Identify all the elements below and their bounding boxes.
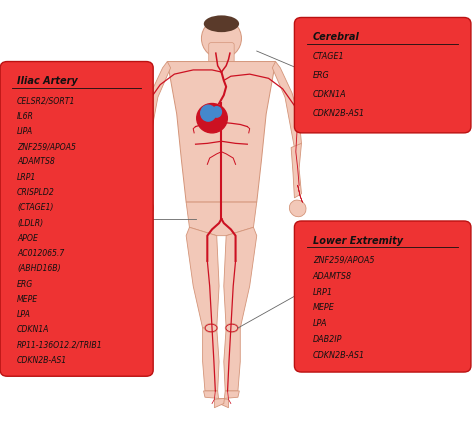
Text: ADAMTS8: ADAMTS8	[313, 272, 352, 281]
Text: CDKN1A: CDKN1A	[313, 90, 346, 99]
Text: CRISPLD2: CRISPLD2	[17, 188, 55, 197]
Text: IL6R: IL6R	[17, 112, 34, 121]
Ellipse shape	[201, 19, 241, 59]
Text: Cerebral: Cerebral	[313, 32, 360, 42]
Text: LIPA: LIPA	[17, 127, 33, 136]
Ellipse shape	[212, 107, 221, 117]
Text: CELSR2/SORT1: CELSR2/SORT1	[17, 96, 75, 105]
Text: CTAGE1: CTAGE1	[313, 52, 345, 61]
Text: APOE: APOE	[17, 234, 38, 243]
Ellipse shape	[225, 323, 238, 333]
Text: MEPE: MEPE	[17, 295, 38, 304]
Text: (ABHD16B): (ABHD16B)	[17, 264, 61, 273]
Polygon shape	[272, 61, 301, 147]
Ellipse shape	[204, 323, 218, 333]
Text: (CTAGE1): (CTAGE1)	[17, 203, 54, 212]
Polygon shape	[141, 61, 171, 147]
Ellipse shape	[137, 200, 154, 217]
FancyBboxPatch shape	[209, 43, 234, 64]
Polygon shape	[203, 391, 228, 408]
Text: CDKN2B-AS1: CDKN2B-AS1	[313, 351, 365, 360]
Polygon shape	[167, 61, 275, 202]
Polygon shape	[202, 328, 219, 391]
Ellipse shape	[201, 105, 216, 121]
Text: ERG: ERG	[17, 280, 33, 289]
Text: AC012065.7: AC012065.7	[17, 249, 64, 258]
Text: RP11-136O12.2/TRIB1: RP11-136O12.2/TRIB1	[17, 341, 102, 350]
Text: ZNF259/APOA5: ZNF259/APOA5	[313, 256, 374, 265]
Text: CDKN2B-AS1: CDKN2B-AS1	[313, 109, 365, 118]
Text: ERG: ERG	[313, 71, 329, 80]
Polygon shape	[224, 227, 257, 328]
Ellipse shape	[197, 104, 228, 133]
Text: LPA: LPA	[313, 320, 328, 328]
Polygon shape	[186, 202, 257, 236]
Polygon shape	[224, 328, 240, 391]
FancyBboxPatch shape	[294, 221, 471, 372]
Text: DAB2IP: DAB2IP	[313, 335, 342, 344]
Ellipse shape	[204, 16, 239, 32]
Text: ZNF259/APOA5: ZNF259/APOA5	[17, 142, 76, 151]
Ellipse shape	[290, 200, 306, 217]
Text: MEPE: MEPE	[313, 304, 335, 312]
Polygon shape	[186, 227, 219, 328]
Text: LPA: LPA	[17, 310, 31, 319]
Text: LRP1: LRP1	[17, 173, 36, 182]
Text: Iliac Artery: Iliac Artery	[17, 76, 78, 86]
Text: CDKN1A: CDKN1A	[17, 325, 49, 334]
Text: CDKN2B-AS1: CDKN2B-AS1	[17, 356, 67, 365]
Text: (LDLR): (LDLR)	[17, 218, 43, 227]
Polygon shape	[141, 144, 152, 198]
Text: ADAMTS8: ADAMTS8	[17, 157, 55, 166]
Polygon shape	[291, 144, 301, 198]
Text: LRP1: LRP1	[313, 288, 333, 296]
FancyBboxPatch shape	[294, 18, 471, 133]
Polygon shape	[214, 391, 239, 408]
FancyBboxPatch shape	[0, 61, 153, 376]
Text: Lower Extremity: Lower Extremity	[313, 236, 403, 246]
